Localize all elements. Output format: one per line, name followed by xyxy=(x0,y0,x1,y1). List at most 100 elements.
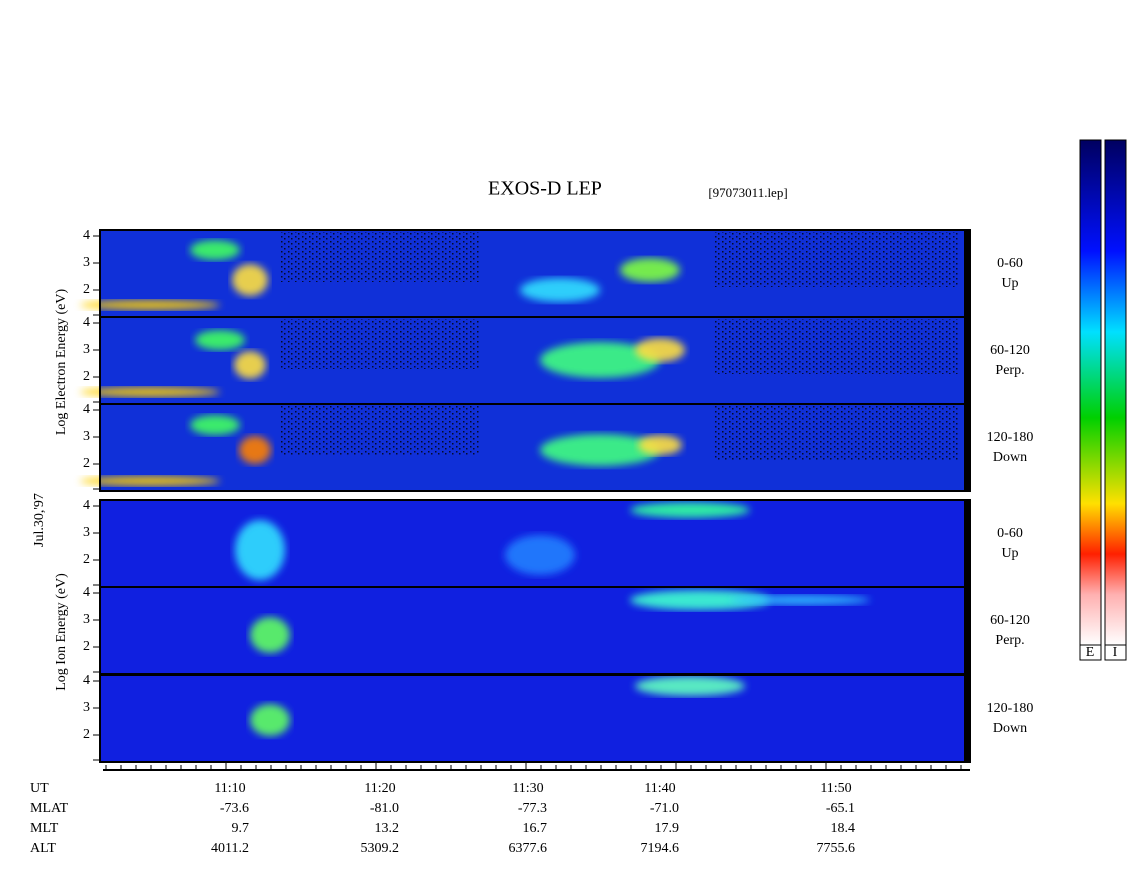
row-value: 6377.6 xyxy=(509,841,548,856)
row-value: 5309.2 xyxy=(361,841,400,856)
emission xyxy=(635,338,685,362)
y-tick-label: 3 xyxy=(83,525,90,540)
y-tick-label: 3 xyxy=(83,700,90,715)
colorbar-label: I xyxy=(1113,645,1118,660)
y-tick-label: 2 xyxy=(83,282,90,297)
y-tick-label: 3 xyxy=(83,255,90,270)
emission xyxy=(232,264,268,296)
pitch-label: 120-180 xyxy=(987,701,1034,716)
colorbar-box xyxy=(1079,644,1102,661)
row-value: 17.9 xyxy=(655,821,680,836)
emission xyxy=(630,590,770,610)
electron-axis-label: Log Electron Energy (eV) xyxy=(54,289,69,436)
row-label: MLT xyxy=(30,821,59,836)
emission xyxy=(239,436,271,464)
row-value: 11:10 xyxy=(214,781,245,796)
y-tick-label: 4 xyxy=(83,498,90,513)
row-value: 18.4 xyxy=(831,821,856,836)
emission xyxy=(80,476,220,486)
panel-edge xyxy=(964,404,970,491)
row-value: 4011.2 xyxy=(211,841,249,856)
row-value: 11:50 xyxy=(820,781,851,796)
row-value: 11:20 xyxy=(364,781,395,796)
y-tick-label: 2 xyxy=(83,369,90,384)
emission xyxy=(630,502,750,518)
panel-edge xyxy=(964,317,970,404)
emission xyxy=(635,676,745,696)
direction-label: Up xyxy=(1001,546,1018,561)
emission xyxy=(730,595,870,605)
panel-edge xyxy=(964,675,970,762)
time-axis: UT 11:10 11:20 11:30 11:40 11:50 MLAT -73.6 -81.… xyxy=(30,762,970,856)
emission xyxy=(190,240,240,260)
pitch-label: 120-180 xyxy=(987,430,1034,445)
panel-edge xyxy=(964,500,970,587)
row-value: -65.1 xyxy=(826,801,855,816)
panel-edge xyxy=(964,587,970,674)
direction-label: Perp. xyxy=(995,363,1024,378)
row-value: 11:40 xyxy=(644,781,675,796)
row-value: 7755.6 xyxy=(817,841,856,856)
noise xyxy=(715,232,960,287)
y-tick-label: 2 xyxy=(83,456,90,471)
row-value: -77.3 xyxy=(518,801,547,816)
pitch-label: 60-120 xyxy=(990,613,1030,628)
file-name: [97073011.lep] xyxy=(708,185,787,200)
row-value: 16.7 xyxy=(523,821,548,836)
pitch-label: 0-60 xyxy=(997,526,1023,541)
emission xyxy=(505,535,575,575)
emission xyxy=(234,351,266,379)
noise xyxy=(715,319,960,374)
colorbar-e xyxy=(1079,139,1102,646)
row-label: UT xyxy=(30,781,49,796)
emission xyxy=(250,617,290,653)
title: EXOS-D LEP xyxy=(488,178,602,200)
ion-axis-label: Log Ion Energy (eV) xyxy=(54,573,69,691)
panels: 4 3 2 0-60 Up 4 3 2 60-120 Perp. 4 3 2 120-180 Down 4 3 2… xyxy=(80,228,1034,763)
y-tick-label: 4 xyxy=(83,402,90,417)
row-label: MLAT xyxy=(30,801,69,816)
emission xyxy=(80,300,220,310)
y-tick-label: 3 xyxy=(83,612,90,627)
colorbar-label: E xyxy=(1086,645,1095,660)
y-tick-label: 3 xyxy=(83,342,90,357)
emission xyxy=(540,342,660,378)
row-value: 7194.6 xyxy=(641,841,680,856)
emission xyxy=(540,434,660,466)
emission xyxy=(638,435,682,455)
row-value: 9.7 xyxy=(232,821,250,836)
emission xyxy=(235,520,285,580)
colorbar-box xyxy=(1104,644,1127,661)
y-tick-label: 3 xyxy=(83,429,90,444)
direction-label: Down xyxy=(993,721,1027,736)
row-value: -73.6 xyxy=(220,801,249,816)
row-label: ALT xyxy=(30,841,56,856)
spectrogram xyxy=(100,675,970,762)
emission xyxy=(620,258,680,282)
y-tick-label: 4 xyxy=(83,673,90,688)
noise xyxy=(280,232,480,282)
pitch-label: 60-120 xyxy=(990,343,1030,358)
noise xyxy=(280,319,480,369)
direction-label: Up xyxy=(1001,276,1018,291)
emission xyxy=(250,704,290,736)
y-tick-label: 2 xyxy=(83,727,90,742)
row-value: 13.2 xyxy=(375,821,400,836)
panel-edge xyxy=(964,230,970,317)
y-tick-label: 2 xyxy=(83,552,90,567)
emission xyxy=(80,387,220,397)
y-tick-label: 4 xyxy=(83,585,90,600)
direction-label: Perp. xyxy=(995,633,1024,648)
y-tick-label: 4 xyxy=(83,228,90,243)
emission xyxy=(195,330,245,350)
date-label: Jul.30,'97 xyxy=(32,493,47,547)
y-tick-label: 4 xyxy=(83,315,90,330)
emission xyxy=(190,415,240,435)
row-value: -71.0 xyxy=(650,801,679,816)
row-value: -81.0 xyxy=(370,801,399,816)
row-value: 11:30 xyxy=(512,781,543,796)
direction-label: Down xyxy=(993,450,1027,465)
noise xyxy=(280,406,480,456)
noise xyxy=(715,406,960,461)
